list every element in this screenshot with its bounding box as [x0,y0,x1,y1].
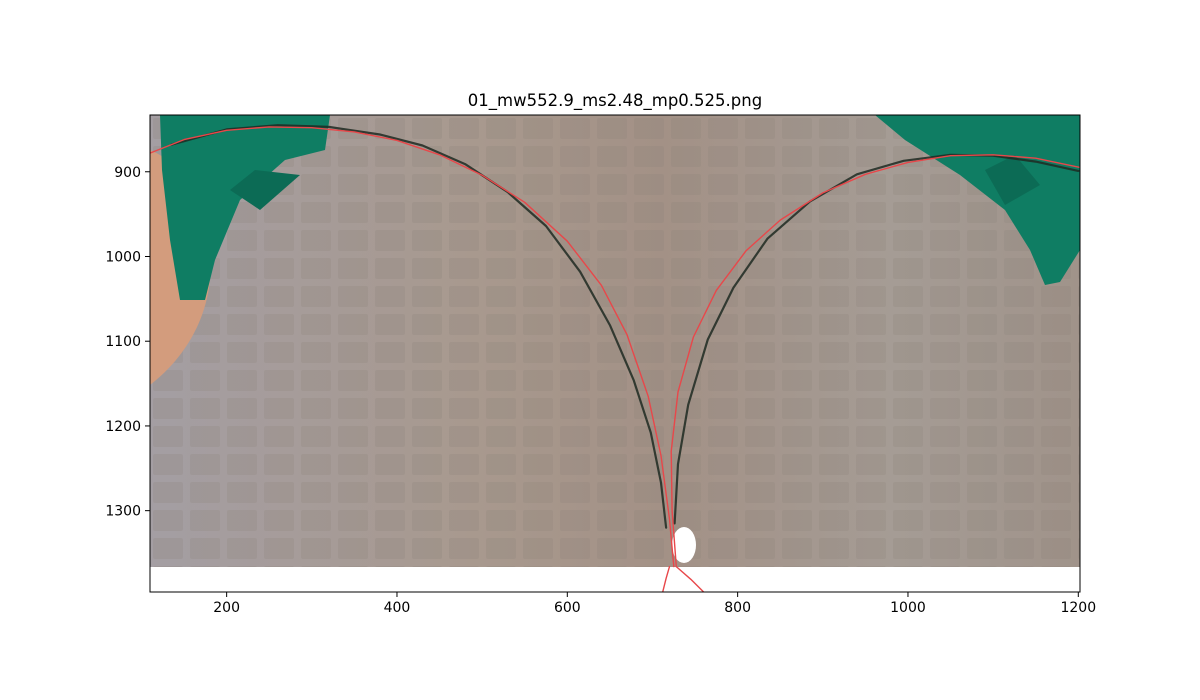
fit-arc-line-4 [662,565,671,592]
plot-area [150,115,1080,592]
series-layer [150,124,1080,592]
background-photo [150,115,1080,567]
y-axis: 900 1000 1100 1200 1300 [105,165,150,520]
x-axis: 200 400 600 800 1000 1200 [213,592,1096,616]
left-holder-hook [230,170,300,210]
x-tick-label: 600 [554,600,581,616]
blank-region-below-image [150,567,1080,592]
x-tick-label: 200 [213,600,240,616]
y-tick-label: 1200 [105,419,141,435]
fit-arc-line-3 [670,154,1080,568]
y-tick-label: 1100 [105,334,141,350]
right-holder-hook [985,155,1040,205]
y-tick-label: 1000 [105,249,141,265]
y-tick-label: 1300 [105,504,141,520]
x-tick-label: 800 [724,600,751,616]
droplet [672,527,696,563]
x-tick-label: 1200 [1060,600,1096,616]
fit-arc-line-5 [675,565,705,592]
x-tick-label: 400 [384,600,411,616]
axes-frame [149,114,1081,593]
chart-title: 01_mw552.9_ms2.48_mp0.525.png [468,91,762,111]
wall-tiles [150,115,1080,567]
left-holder [160,115,330,300]
y-tick-label: 900 [114,165,141,181]
fit-arc-line-2 [150,126,675,568]
x-tick-label: 1000 [890,600,926,616]
